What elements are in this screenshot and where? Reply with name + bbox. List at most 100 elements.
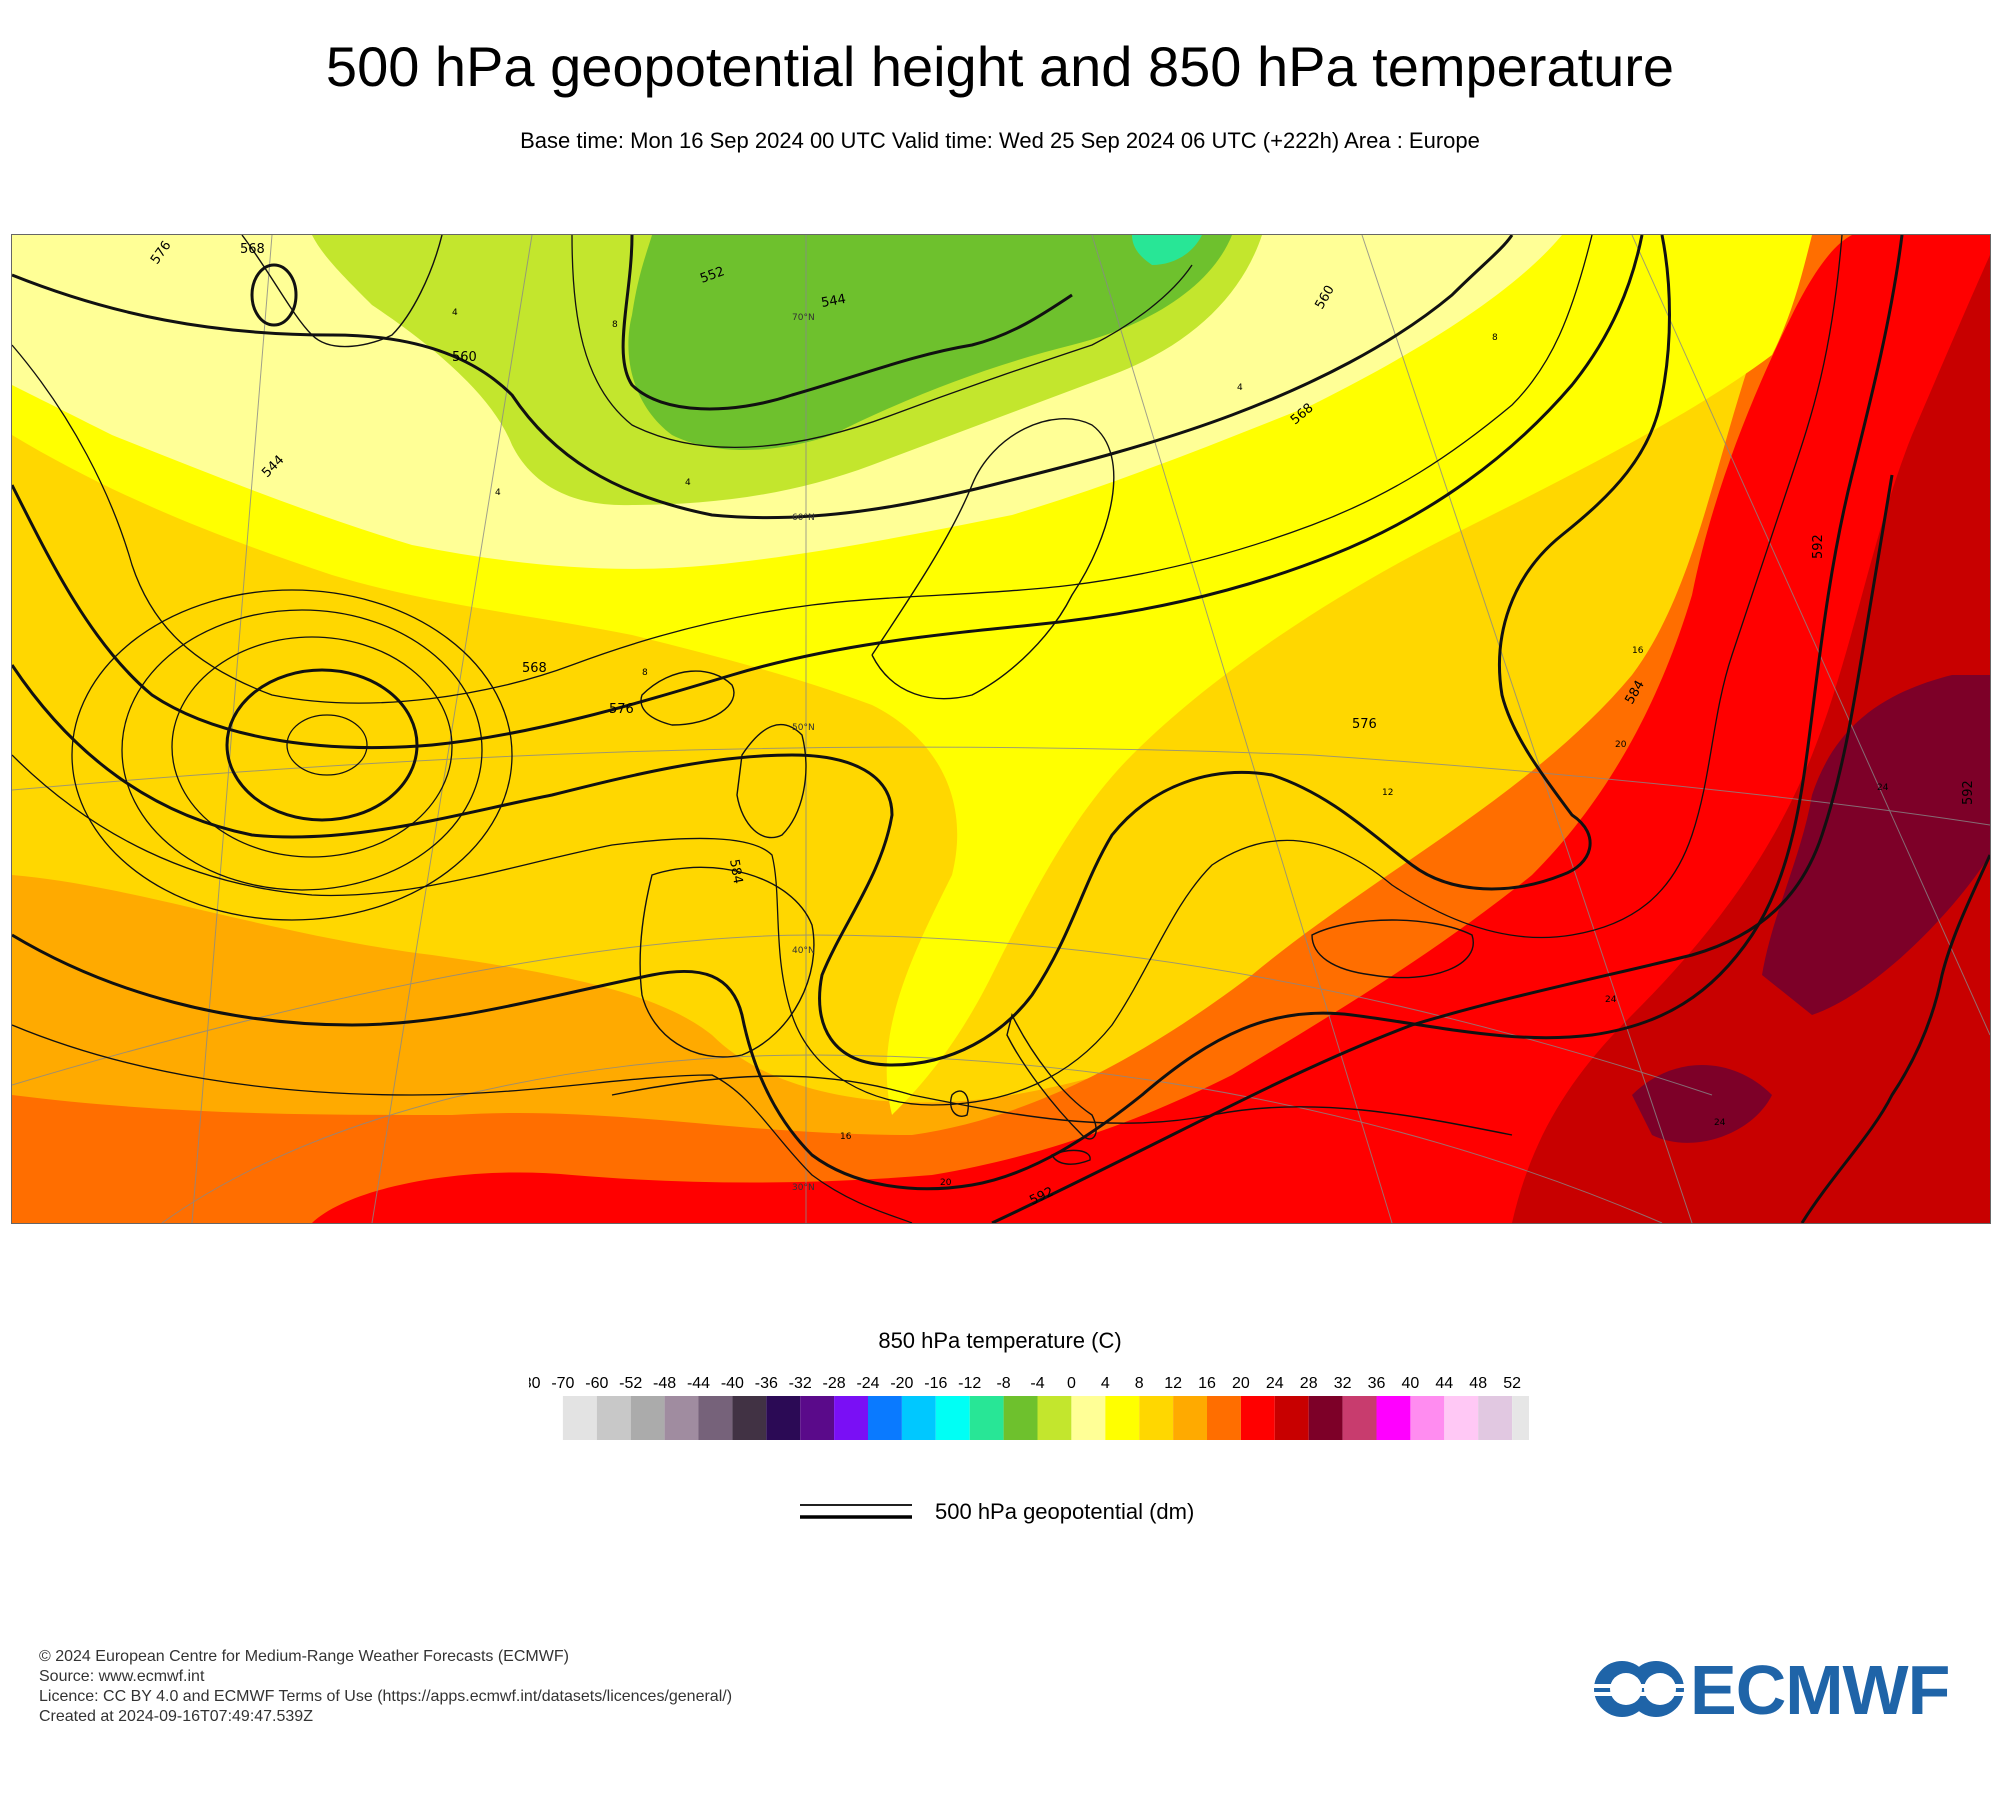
- colorbar-tick-label: 12: [1164, 1375, 1182, 1392]
- temp-label: 24: [1714, 1118, 1726, 1128]
- colorbar-tick-label: 36: [1368, 1375, 1386, 1392]
- colorbar-swatch: [1274, 1396, 1309, 1440]
- temp-label: 16: [840, 1132, 852, 1142]
- colorbar-swatch: [1207, 1396, 1241, 1440]
- colorbar-tick-label: -24: [856, 1375, 879, 1392]
- contour-label: 560: [452, 350, 477, 365]
- contour-576: [12, 235, 1671, 1067]
- colorbar-tick-label: -70: [551, 1375, 574, 1392]
- colorbar-swatch: [1478, 1396, 1513, 1440]
- source-line[interactable]: Source: www.ecmwf.int: [39, 1668, 205, 1685]
- lat-label: 40°N: [792, 946, 815, 956]
- colorbar-swatch: [766, 1396, 801, 1440]
- temp-label: 16: [1632, 646, 1644, 656]
- colorbar-swatch: [800, 1396, 835, 1440]
- colorbar-swatch: [969, 1396, 1004, 1440]
- colorbar-tick-label: -32: [789, 1375, 812, 1392]
- weather-map[interactable]: 576 568 552 544 560 544 568 576 584 592 …: [11, 234, 1991, 1224]
- colorbar-tick-label: -28: [823, 1375, 846, 1392]
- black-sea-coast: [1311, 919, 1474, 979]
- colorbar-swatch: [596, 1396, 631, 1440]
- footer-credits: © 2024 European Centre for Medium-Range …: [39, 1647, 732, 1727]
- colorbar-tick-label: 32: [1334, 1375, 1352, 1392]
- low-center-inner: [286, 714, 368, 776]
- contour-label: 544: [820, 292, 847, 311]
- colorbar-swatch: [562, 1396, 597, 1440]
- iceland-coast: [640, 670, 735, 726]
- temperature-colorbar: -80-70-60-52-48-44-40-36-32-28-24-20-16-…: [517, 1370, 1555, 1445]
- greenland-coast: [241, 235, 443, 348]
- colorbar-swatch: [935, 1396, 970, 1440]
- colorbar-tick-label: 52: [1503, 1375, 1521, 1392]
- colorbar-tick-label: 20: [1232, 1375, 1250, 1392]
- lat-label: 60°N: [792, 513, 815, 523]
- licence-line[interactable]: Licence: CC BY 4.0 and ECMWF Terms of Us…: [39, 1688, 733, 1705]
- colorbar-tick-label: -8: [996, 1375, 1010, 1392]
- sardinia-coast: [950, 1090, 969, 1117]
- colorbar-tick-label: 40: [1402, 1375, 1420, 1392]
- geopotential-legend-label: 500 hPa geopotential (dm): [935, 1499, 1195, 1524]
- ecmwf-logo-mark: [1592, 1661, 1688, 1717]
- temp-field-maroon-turkey: [1762, 675, 1990, 1015]
- colorbar-swatch: [1071, 1396, 1106, 1440]
- colorbar-tick-label: 48: [1469, 1375, 1487, 1392]
- colorbar-tick-label: -44: [687, 1375, 710, 1392]
- coastlines: [241, 235, 1513, 1165]
- temp-label: 4: [495, 488, 501, 498]
- lat-label: 30°N: [792, 1183, 815, 1193]
- contour-568: [12, 235, 1644, 750]
- temp-field-maroon-middleeast: [1632, 1065, 1772, 1143]
- copyright-line: © 2024 European Centre for Medium-Range …: [39, 1648, 569, 1665]
- colorbar-tick-label: -12: [958, 1375, 981, 1392]
- colorbar-tick-label: 8: [1135, 1375, 1144, 1392]
- contour-592-east: [1800, 854, 1990, 1223]
- temperature-labels: 4 8 4 4 8 4 8 12 16 16 20 24 24 20 24: [452, 308, 1889, 1188]
- temp-label: 4: [1237, 383, 1243, 393]
- colorbar-tick-label: -20: [890, 1375, 913, 1392]
- colorbar-swatch: [630, 1396, 665, 1440]
- colorbar-tick-label: 0: [1067, 1375, 1076, 1392]
- contour-560: [12, 235, 1514, 520]
- contour-label: 592: [1811, 534, 1826, 559]
- geopotential-contours: [12, 235, 1990, 1223]
- temp-label: 12: [1382, 788, 1393, 798]
- temp-label: 8: [1492, 333, 1498, 343]
- contour-label: 568: [522, 661, 547, 676]
- contour-label: 584: [726, 858, 745, 885]
- temp-label: 4: [685, 478, 691, 488]
- colorbar-tick-label: -52: [619, 1375, 642, 1392]
- temp-label: 20: [1615, 740, 1627, 750]
- contour-label: 576: [609, 702, 634, 717]
- lat-label: 70°N: [792, 313, 815, 323]
- colorbar-tick-label: -60: [585, 1375, 608, 1392]
- british-isles-coast: [736, 724, 807, 839]
- contour-584: [12, 235, 1904, 1191]
- chart-subtitle: Base time: Mon 16 Sep 2024 00 UTC Valid …: [520, 128, 1480, 153]
- contour-label: 592: [1961, 780, 1976, 805]
- colorbar-tick-label: -48: [653, 1375, 676, 1392]
- colorbar-tick-label: 44: [1435, 1375, 1453, 1392]
- graticule-labels: 70°N 60°N 50°N 40°N 30°N: [792, 313, 815, 1193]
- colorbar-swatch: [1105, 1396, 1140, 1440]
- colorbar-tick-label: -4: [1030, 1375, 1044, 1392]
- colorbar-swatch: [664, 1396, 699, 1440]
- temp-field-green-norway: [628, 235, 1232, 450]
- ecmwf-logo-text: ECMWF: [1690, 1651, 1950, 1729]
- temp-field-red-southeast: [312, 235, 1990, 1223]
- geopotential-line-swatch: [800, 1504, 912, 1519]
- colorbar-swatch: [1037, 1396, 1072, 1440]
- temp-label: 24: [1877, 783, 1889, 793]
- legend-title: 850 hPa temperature (C): [878, 1328, 1122, 1353]
- ecmwf-logo[interactable]: ECMWF: [1588, 1651, 1968, 1732]
- colorbar-swatch: [1342, 1396, 1377, 1440]
- chart-title: 500 hPa geopotential height and 850 hPa …: [325, 35, 1675, 98]
- colorbar-tick-label: 16: [1198, 1375, 1216, 1392]
- temp-label: 8: [642, 668, 648, 678]
- colorbar-swatch: [1173, 1396, 1207, 1440]
- temp-label: 20: [940, 1178, 952, 1188]
- colorbar-swatch: [1512, 1396, 1546, 1440]
- colorbar-swatch: [1308, 1396, 1343, 1440]
- colorbar-tick-label: -36: [755, 1375, 778, 1392]
- contour-592: [991, 474, 1894, 1223]
- italy-coast: [1006, 1012, 1097, 1140]
